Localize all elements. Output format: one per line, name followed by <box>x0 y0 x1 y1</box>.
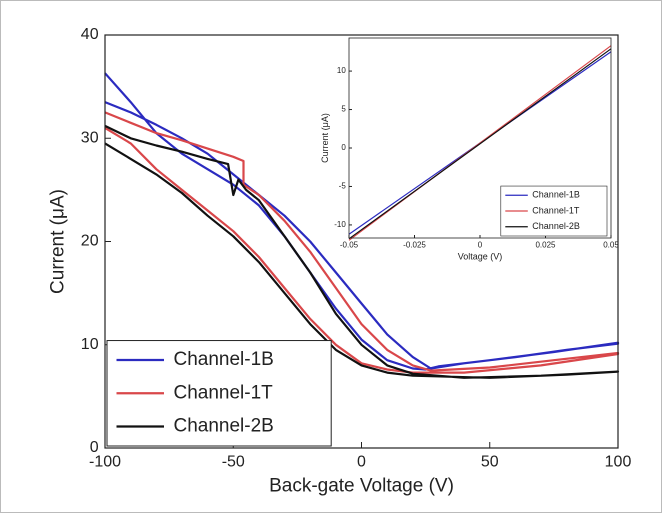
y-tick-label: 40 <box>81 26 99 43</box>
x-tick-label: -100 <box>89 454 121 471</box>
y-tick-label: -5 <box>339 182 347 191</box>
y-tick-label: 0 <box>90 439 99 456</box>
x-tick-label: 0 <box>478 240 483 249</box>
x-tick-label: -50 <box>222 454 245 471</box>
x-axis-label: Back-gate Voltage (V) <box>269 475 454 496</box>
legend-label: Channel-1T <box>174 382 274 403</box>
y-axis-label: Current (μA) <box>320 113 330 163</box>
series-line <box>104 111 620 374</box>
y-tick-label: 10 <box>337 66 346 75</box>
legend-label: Channel-1T <box>532 205 580 215</box>
y-tick-label: -10 <box>334 220 346 229</box>
x-tick-label: 0 <box>357 454 366 471</box>
x-axis-label: Voltage (V) <box>458 252 503 262</box>
legend-label: Channel-1B <box>532 190 580 200</box>
legend-label: Channel-2B <box>532 221 580 231</box>
y-tick-label: 30 <box>81 129 99 146</box>
y-tick-label: 0 <box>341 143 346 152</box>
legend-label: Channel-2B <box>174 416 274 437</box>
series-line <box>348 48 612 240</box>
y-tick-label: 10 <box>81 336 99 353</box>
y-tick-label: 20 <box>81 233 99 250</box>
plot-frame <box>104 34 619 449</box>
x-tick-label: 50 <box>481 454 499 471</box>
y-axis-label: Current (μA) <box>48 189 69 294</box>
x-tick-label: 0.05 <box>603 240 619 249</box>
series-line <box>104 124 620 379</box>
x-tick-label: -0.025 <box>403 240 426 249</box>
legend-label: Channel-1B <box>174 349 274 370</box>
x-tick-label: 0.025 <box>535 240 556 249</box>
x-tick-label: -0.05 <box>340 240 359 249</box>
x-tick-label: 100 <box>605 454 632 471</box>
y-tick-label: 5 <box>341 105 346 114</box>
plot-frame <box>348 37 612 239</box>
